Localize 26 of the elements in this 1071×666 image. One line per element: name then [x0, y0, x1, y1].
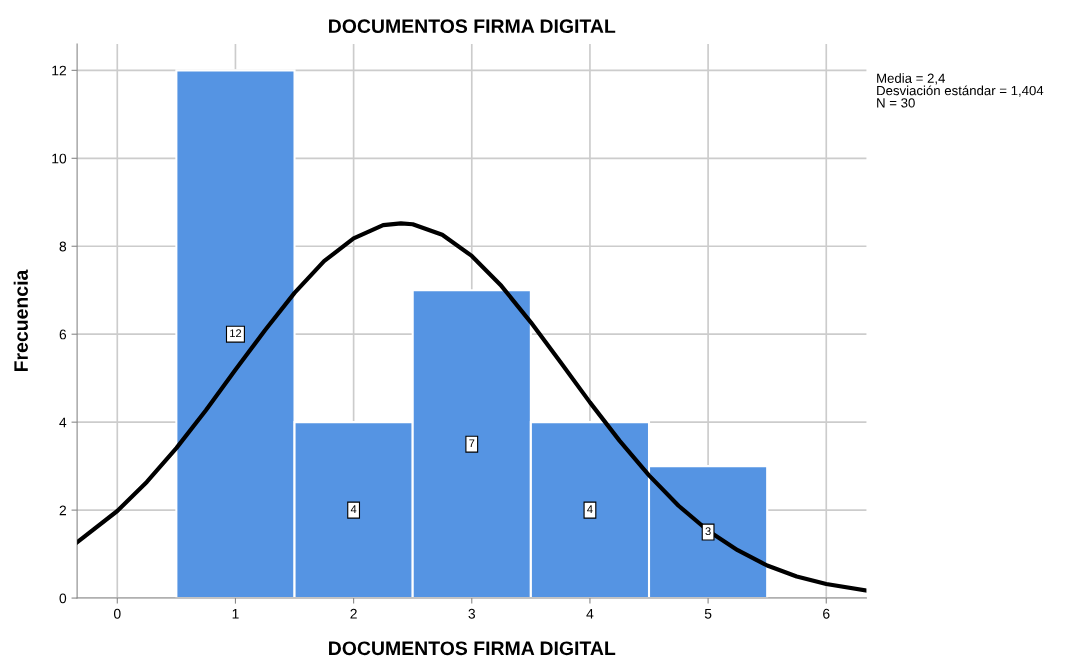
- y-tick-label: 2: [59, 505, 66, 516]
- x-tick-label: 1: [232, 608, 239, 619]
- y-tick-label: 6: [59, 329, 67, 340]
- x-tick-label: 5: [704, 608, 712, 619]
- text: N = 30: [877, 98, 915, 108]
- y-tick-label: 12: [52, 65, 66, 76]
- data-label: 7: [469, 439, 475, 448]
- data-label: 12: [230, 329, 242, 338]
- x-tick-label: 6: [823, 608, 830, 619]
- x-tick-label: 4: [586, 608, 594, 619]
- x-tick-label: 0: [113, 608, 121, 619]
- line-series: [77, 221, 867, 593]
- x-tick-label: 2: [350, 608, 357, 619]
- x-axis-title: DOCUMENTOS FIRMA DIGITAL: [329, 641, 616, 656]
- y-tick-label: 0: [59, 593, 67, 604]
- chart-title: DOCUMENTOS FIRMA DIGITAL: [329, 19, 616, 34]
- y-tick-label: 8: [59, 241, 67, 252]
- y-tick-label: 4: [59, 417, 67, 428]
- text: Media = 2,4: [877, 73, 946, 85]
- data-label: 4: [350, 505, 357, 513]
- data-label: 4: [587, 505, 593, 513]
- data-label: 3: [705, 527, 711, 536]
- y-axis-title: Frecuencia: [13, 269, 28, 372]
- x-tick-label: 3: [468, 608, 476, 619]
- text: Desviación estándar = 1,404: [877, 85, 1044, 97]
- y-tick-label: 10: [52, 153, 67, 164]
